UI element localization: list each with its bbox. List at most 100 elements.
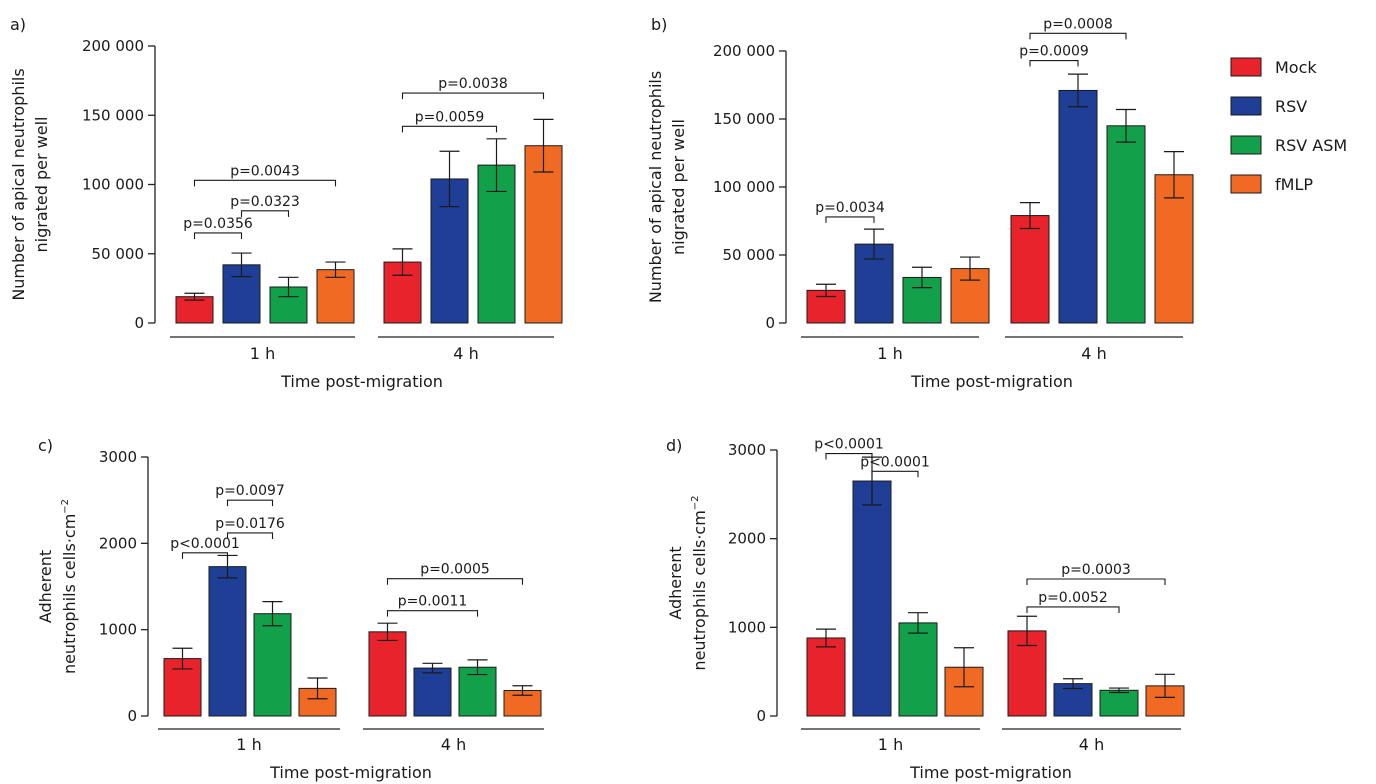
p-value-label: p=0.0052 [1038, 590, 1108, 606]
bar-rsv-asm [253, 613, 292, 717]
legend-swatch [1230, 135, 1262, 155]
chart-panel-c: c) 0 1000 2000 3000 Adherent neutrophils cells… [36, 436, 544, 782]
significance-bracket [1026, 606, 1120, 613]
bar-fmlp [503, 690, 542, 717]
chart-panel-a: a) 0 50 000 100 000 150 000 200 000 Number of … [9, 15, 563, 391]
p-value-label: p=0.0097 [215, 483, 285, 499]
y-axis-title-superscript: −2 [690, 495, 701, 510]
p-value-label: p<0.0001 [170, 536, 240, 552]
bar-rsv [208, 566, 247, 717]
bar-rsv-asm [898, 622, 938, 717]
y-axis-title-line1: Number of apical neutrophils [9, 68, 28, 300]
p-value-label: p=0.0043 [230, 163, 300, 179]
bar-rsv-asm [1106, 125, 1146, 324]
x-tick-label: 1 h [878, 735, 903, 754]
y-tick-label: 3000 [99, 448, 137, 466]
significance-bracket [386, 610, 479, 617]
significance-bracket [871, 470, 919, 478]
p-value-label: p=0.0008 [1043, 16, 1113, 32]
p-value-label: p=0.0011 [398, 594, 468, 610]
significance-bracket [193, 179, 337, 187]
x-tick-label: 1 h [877, 344, 902, 363]
y-axis-title-line1: Number of apical neutrophils [646, 71, 665, 303]
y-axis-title-line2: nigrated per well [669, 119, 688, 255]
bar-mock [806, 637, 846, 717]
y-tick-label: 200 000 [713, 42, 775, 60]
x-axis-title: Time post-migration [269, 763, 432, 782]
bar-rsv [852, 480, 892, 717]
y-tick-label: 100 000 [82, 176, 144, 194]
significance-bracket [825, 216, 875, 223]
significance-bracket [1029, 59, 1079, 67]
legend-swatch [1230, 57, 1262, 77]
x-tick-label: 4 h [441, 735, 466, 754]
legend-swatch [1230, 96, 1262, 116]
x-tick-label: 1 h [250, 344, 275, 363]
y-axis-title-line2: neutrophils cells·cm−2 [60, 499, 79, 674]
p-value-label: p=0.0176 [215, 516, 285, 532]
panel-label: a) [10, 15, 26, 34]
significance-bracket [825, 452, 873, 460]
bar-mock [368, 631, 407, 717]
bar-fmlp [524, 145, 563, 324]
significance-bracket [193, 232, 243, 239]
legend: Mock RSV RSV ASM fMLP [1230, 57, 1347, 194]
y-tick-label: 2000 [99, 534, 137, 552]
y-tick-label: 0 [127, 707, 137, 725]
bar-mock [1010, 215, 1050, 324]
chart-panel-d: d) 0 1000 2000 3000 Adherent neutrophils cells… [666, 436, 1185, 782]
y-tick-label: 3000 [728, 441, 766, 459]
significance-bracket [401, 125, 498, 133]
y-axis-title-text: neutrophils cells·cm [60, 514, 79, 674]
x-tick-label: 4 h [1081, 344, 1106, 363]
legend-label: RSV [1275, 97, 1307, 116]
p-value-label: p=0.0323 [230, 194, 300, 210]
y-tick-label: 200 000 [82, 37, 144, 55]
x-tick-label: 1 h [236, 735, 261, 754]
y-tick-label: 50 000 [723, 246, 776, 264]
y-tick-label: 100 000 [713, 178, 775, 196]
y-axis-title-line1: Adherent [666, 546, 685, 619]
y-tick-label: 2000 [728, 530, 766, 548]
y-tick-label: 1000 [728, 618, 766, 636]
panel-label: d) [666, 436, 682, 455]
y-axis-title-text: neutrophils cells·cm [690, 510, 709, 670]
legend-swatch [1230, 174, 1262, 194]
x-axis-title: Time post-migration [909, 763, 1072, 782]
p-value-label: p=0.0034 [815, 200, 885, 216]
panel-label: c) [38, 436, 53, 455]
y-axis-title-line2: neutrophils cells·cm−2 [690, 495, 709, 670]
p-value-label: p=0.0005 [420, 562, 490, 578]
y-tick-label: 1000 [99, 621, 137, 639]
significance-bracket [240, 210, 290, 217]
p-value-label: p<0.0001 [860, 454, 930, 470]
p-value-label: p=0.0003 [1061, 562, 1131, 578]
legend-label: fMLP [1275, 175, 1313, 194]
y-axis-title-text: nigrated per well [32, 117, 51, 253]
bar-mock [1007, 630, 1047, 717]
bar-fmlp [1154, 174, 1194, 324]
p-value-label: p=0.0009 [1019, 44, 1089, 60]
bar-fmlp [316, 269, 355, 324]
significance-bracket [386, 578, 524, 585]
y-tick-label: 0 [756, 707, 766, 725]
bar-fmlp [1145, 685, 1185, 717]
y-axis-title-line2: nigrated per well [32, 117, 51, 253]
y-axis-title-line1: Adherent [36, 550, 55, 623]
y-tick-label: 150 000 [713, 110, 775, 128]
bar-rsv-asm [458, 666, 497, 717]
x-axis-title: Time post-migration [280, 372, 443, 391]
y-tick-label: 50 000 [92, 245, 145, 263]
y-tick-label: 150 000 [82, 106, 144, 124]
panel-label: b) [651, 15, 667, 34]
significance-bracket [181, 552, 229, 559]
y-tick-label: 0 [134, 314, 144, 332]
x-tick-label: 4 h [1079, 735, 1104, 754]
y-axis-title-superscript: −2 [60, 499, 71, 514]
legend-label: RSV ASM [1275, 136, 1347, 155]
x-tick-label: 4 h [453, 344, 478, 363]
significance-bracket [1026, 578, 1166, 586]
chart-panel-b: b) 0 50 000 100 000 150 000 200 000 Number of … [646, 15, 1194, 391]
significance-bracket [226, 532, 274, 539]
